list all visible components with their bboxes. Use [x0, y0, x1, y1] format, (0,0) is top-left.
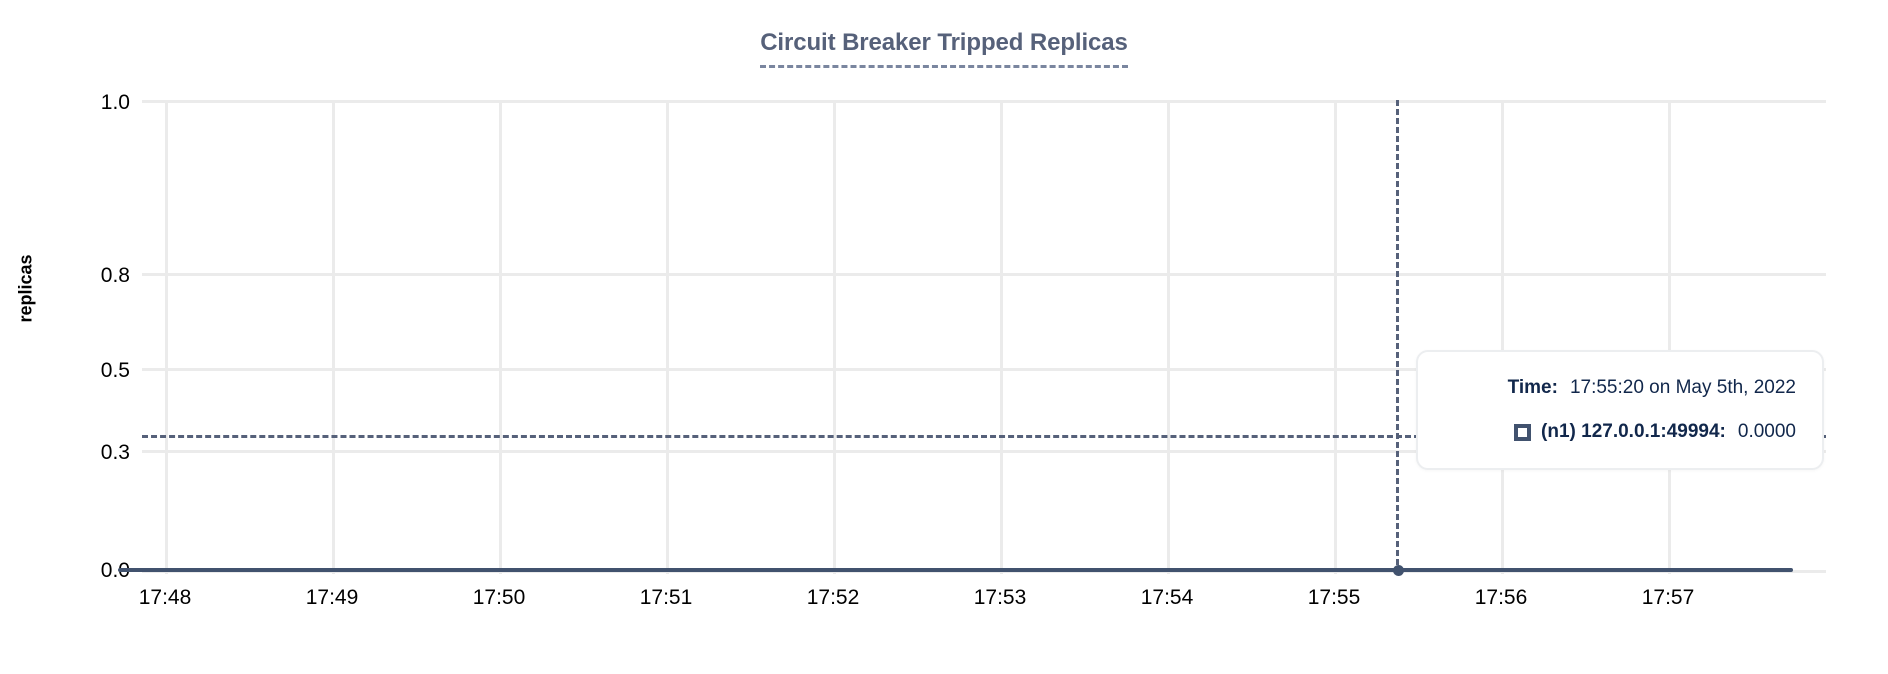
- x-tick-label: 17:55: [1307, 586, 1361, 609]
- y-tick-label: 0.3: [100, 441, 130, 464]
- gridline-vertical: [499, 103, 502, 574]
- gridline-horizontal: [142, 100, 1826, 103]
- gridline-vertical: [332, 103, 335, 574]
- x-tick-label: 17:54: [1140, 586, 1194, 609]
- tooltip-series-value: 0.0000: [1737, 421, 1796, 442]
- x-tick-label: 17:56: [1474, 586, 1528, 609]
- tooltip-time-row: Time: 17:55:20 on May 5th, 2022: [1440, 374, 1796, 402]
- plot-area[interactable]: 17:48 17:49 17:50 17:51 17:52 17:53 17:5…: [118, 100, 1826, 609]
- gridline-horizontal: [142, 368, 1826, 371]
- x-tick-label: 17:52: [806, 586, 860, 609]
- gridline-vertical: [833, 103, 836, 574]
- crosshair-horizontal: [142, 435, 1826, 438]
- y-tick-label: 1.0: [100, 91, 130, 114]
- gridline-vertical: [1167, 103, 1170, 574]
- tooltip-series-row: (n1) 127.0.0.1:49994: 0.0000: [1440, 418, 1796, 446]
- gridline-horizontal: [142, 273, 1826, 276]
- y-tick-label: 0.0: [100, 559, 130, 582]
- x-tick-label: 17:53: [973, 586, 1027, 609]
- x-tick-label: 17:48: [138, 586, 192, 609]
- gridline-vertical: [1000, 103, 1003, 574]
- gridline-vertical: [1501, 103, 1504, 574]
- gridline-vertical: [1668, 103, 1671, 574]
- chart-title-text: Circuit Breaker Tripped Replicas: [760, 28, 1128, 68]
- crosshair-vertical: [1396, 100, 1399, 574]
- series-color-swatch-icon: [1514, 423, 1532, 441]
- series-hover-point: [1392, 564, 1404, 576]
- tooltip-time-label: Time:: [1507, 377, 1558, 398]
- y-tick-label: 0.8: [100, 264, 130, 287]
- x-tick-label: 17:50: [472, 586, 526, 609]
- gridline-vertical: [1334, 103, 1337, 574]
- gridline-vertical: [165, 103, 168, 574]
- x-tick-label: 17:51: [639, 586, 693, 609]
- page-title: Circuit Breaker Tripped Replicas: [0, 28, 1888, 68]
- tooltip-time-value: 17:55:20 on May 5th, 2022: [1569, 377, 1796, 398]
- y-axis-label: replicas: [15, 254, 36, 323]
- hover-tooltip: Time: 17:55:20 on May 5th, 2022 (n1) 127…: [1416, 350, 1824, 470]
- gridline-vertical: [666, 103, 669, 574]
- x-tick-label: 17:57: [1641, 586, 1695, 609]
- gridline-horizontal: [142, 450, 1826, 453]
- y-tick-label: 0.5: [100, 359, 130, 382]
- x-tick-label: 17:49: [305, 586, 359, 609]
- series-line: [118, 568, 1793, 572]
- tooltip-series-label: (n1) 127.0.0.1:49994:: [1541, 421, 1726, 442]
